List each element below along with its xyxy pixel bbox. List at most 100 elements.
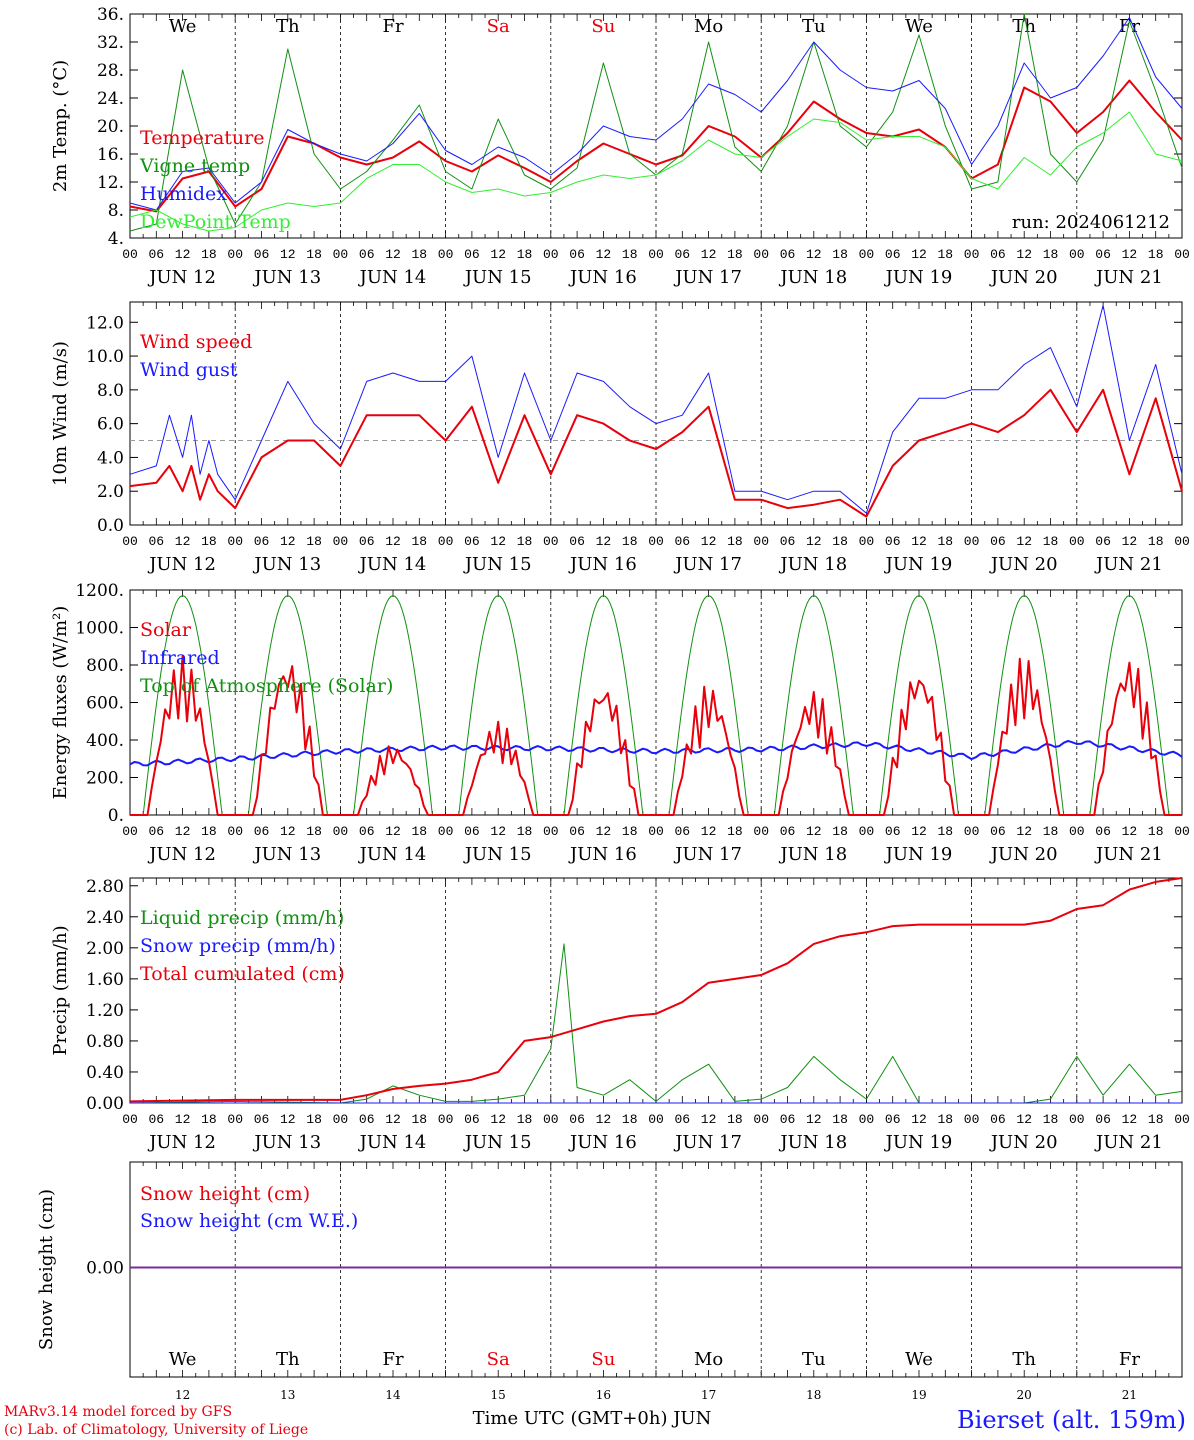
day-number: 21 <box>1122 1388 1137 1402</box>
x-tick-label: 18 <box>201 824 217 839</box>
x-tick-label: 12 <box>911 824 927 839</box>
date-label: JUN 13 <box>252 1132 321 1153</box>
series-line <box>129 304 1183 514</box>
y-tick-label: 2.40 <box>86 908 124 928</box>
day-number: 18 <box>806 1388 821 1402</box>
y-tick-label: 0.80 <box>86 1032 124 1052</box>
x-tick-label: 00 <box>753 1112 769 1127</box>
x-tick-label: 00 <box>753 247 769 262</box>
y-tick-label: 8.0 <box>97 381 124 401</box>
x-tick-label: 18 <box>1043 1112 1059 1127</box>
series-line <box>129 111 1183 232</box>
weekday-label: Th <box>276 16 300 37</box>
weekday-label: Sa <box>487 16 510 37</box>
x-tick-label: 00 <box>1069 824 1085 839</box>
x-tick-label: 06 <box>464 247 480 262</box>
y-tick-label: 20. <box>97 117 124 137</box>
x-tick-label: 12 <box>1122 824 1138 839</box>
x-tick-label: 00 <box>964 1112 980 1127</box>
x-tick-label: 12 <box>490 534 506 549</box>
date-label: JUN 15 <box>463 554 532 575</box>
date-label: JUN 14 <box>358 1132 427 1153</box>
x-tick-label: 00 <box>333 824 349 839</box>
x-tick-label: 06 <box>780 247 796 262</box>
x-tick-label: 12 <box>701 1112 717 1127</box>
x-tick-label: 00 <box>1174 824 1190 839</box>
date-label: JUN 18 <box>778 844 847 865</box>
panel-1: 4. 8. 12. 16. 20. 24. 28. 32. 36. 2m Temp. (°C) We… <box>50 5 1190 288</box>
x-tick-label: 18 <box>622 1112 638 1127</box>
x-tick-label: 18 <box>727 824 743 839</box>
day-number: 16 <box>596 1388 611 1402</box>
x-tick-label: 18 <box>937 247 953 262</box>
day-number: 13 <box>280 1388 295 1402</box>
date-label: JUN 17 <box>673 844 742 865</box>
x-tick-label: 00 <box>1174 247 1190 262</box>
x-tick-label: 00 <box>859 1112 875 1127</box>
x-tick-label: 18 <box>622 534 638 549</box>
x-tick-label: 12 <box>490 824 506 839</box>
x-tick-label: 00 <box>122 534 138 549</box>
legend-entry: Wind gust <box>140 359 238 381</box>
day-number: 20 <box>1017 1388 1032 1402</box>
weekday-label: Th <box>1012 16 1036 37</box>
x-tick-label: 00 <box>1174 534 1190 549</box>
x-tick-label: 00 <box>648 1112 664 1127</box>
x-tick-label: 06 <box>674 824 690 839</box>
x-tick-label: 06 <box>464 1112 480 1127</box>
panel-frame <box>129 301 1183 526</box>
x-tick-label: 18 <box>937 1112 953 1127</box>
x-tick-label: 18 <box>1148 824 1164 839</box>
x-tick-label: 06 <box>569 247 585 262</box>
series-line <box>129 79 1183 213</box>
date-label: JUN 18 <box>778 1132 847 1153</box>
x-tick-label: 00 <box>648 534 664 549</box>
x-tick-label: 12 <box>280 247 296 262</box>
date-label: JUN 21 <box>1094 1132 1163 1153</box>
legend-entry: Snow height (cm) <box>140 1183 310 1205</box>
date-label: JUN 20 <box>989 267 1058 288</box>
y-tick-label: 1000. <box>75 619 124 639</box>
x-tick-label: 12 <box>596 247 612 262</box>
y-axis-title: Snow height (cm) <box>36 1189 57 1350</box>
y-tick-label: 8. <box>108 201 124 221</box>
x-tick-label: 18 <box>1043 247 1059 262</box>
x-tick-label: 12 <box>490 247 506 262</box>
x-tick-label: 18 <box>937 534 953 549</box>
y-tick-label: 24. <box>97 89 124 109</box>
date-label: JUN 16 <box>568 267 637 288</box>
x-tick-label: 06 <box>569 824 585 839</box>
y-tick-label: 600. <box>86 694 124 714</box>
y-tick-label: 0. <box>108 806 124 826</box>
weekday-label: Tu <box>802 1349 826 1370</box>
y-tick-label: 10.0 <box>86 347 124 367</box>
date-label: JUN 21 <box>1094 554 1163 575</box>
x-tick-label: 12 <box>806 824 822 839</box>
x-tick-label: 06 <box>990 247 1006 262</box>
date-label: JUN 13 <box>252 554 321 575</box>
y-tick-label: 1.20 <box>86 1001 124 1021</box>
y-tick-label: 0.40 <box>86 1063 124 1083</box>
date-label: JUN 19 <box>884 844 953 865</box>
credit-line-2: (c) Lab. of Climatology, University of L… <box>4 1422 308 1438</box>
x-tick-label: 18 <box>306 534 322 549</box>
x-tick-label: 00 <box>122 1112 138 1127</box>
x-tick-label: 12 <box>385 534 401 549</box>
x-tick-label: 12 <box>596 824 612 839</box>
x-tick-label: 12 <box>490 1112 506 1127</box>
weekday-label: Th <box>1012 1349 1036 1370</box>
panel-4: 0.00 0.40 0.80 1.20 1.60 2.00 2.40 2.80 Precip (… <box>50 877 1190 1153</box>
x-tick-label: 06 <box>674 1112 690 1127</box>
x-tick-label: 00 <box>333 247 349 262</box>
x-tick-label: 00 <box>227 824 243 839</box>
x-tick-label: 12 <box>806 534 822 549</box>
x-tick-label: 12 <box>1016 824 1032 839</box>
date-label: JUN 12 <box>147 267 216 288</box>
weekday-label: Fr <box>382 16 403 37</box>
y-tick-label: 1200. <box>75 581 124 601</box>
x-tick-label: 06 <box>148 824 164 839</box>
x-tick-label: 18 <box>832 534 848 549</box>
legend-entry: Snow precip (mm/h) <box>140 935 336 957</box>
x-tick-label: 12 <box>175 247 191 262</box>
